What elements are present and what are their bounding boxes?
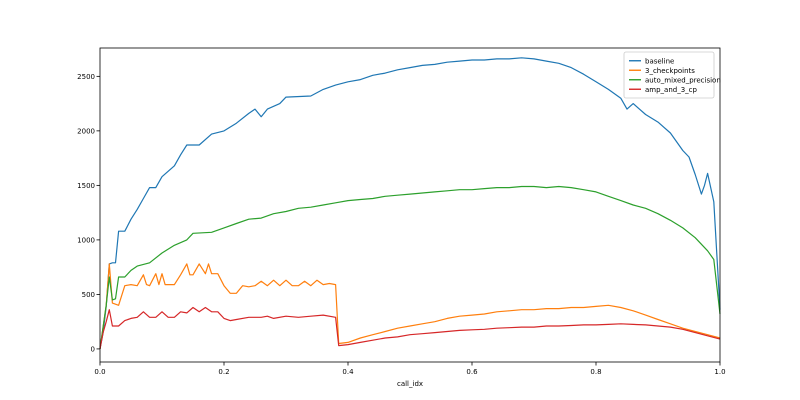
x-tick-label: 0.8 xyxy=(590,368,601,376)
plot-frame xyxy=(99,47,721,363)
series-line-3-checkpoints xyxy=(99,263,721,349)
legend: baseline 3_checkpointsauto_mixed_precisio… xyxy=(623,51,721,99)
y-tick-label: 2000 xyxy=(77,127,95,135)
legend-entry-label: amp_and_3_cp xyxy=(645,86,698,94)
plot-series xyxy=(99,57,721,350)
legend-entry-label: auto_mixed_precision xyxy=(645,76,721,84)
x-tick-label: 0.2 xyxy=(218,368,229,376)
x-tick-label: 1.0 xyxy=(714,368,725,376)
x-axis-label: call_idx xyxy=(397,380,423,388)
y-tick-label: 0 xyxy=(91,345,95,353)
series-line-auto-mixed-precision xyxy=(99,185,721,349)
y-tick-label: 1000 xyxy=(77,236,95,244)
x-tick-label: 0.0 xyxy=(94,368,105,376)
legend-frame xyxy=(623,51,715,99)
x-axis-ticks: 0.0 0.2 0.4 0.6 0.8 1.0 xyxy=(94,362,726,376)
y-axis-ticks: 0 500 1000 1500 2000 2500 xyxy=(77,73,100,353)
x-tick-label: 0.6 xyxy=(466,368,478,376)
legend-entry-label: 3_checkpoints xyxy=(645,67,695,75)
series-line-baseline xyxy=(99,57,721,350)
y-tick-label: 500 xyxy=(82,291,95,299)
legend-entry-label: baseline xyxy=(645,57,674,65)
series-line-amp-and-3-cp xyxy=(99,306,721,350)
x-tick-label: 0.4 xyxy=(342,368,354,376)
y-tick-label: 2500 xyxy=(77,73,95,81)
y-tick-label: 1500 xyxy=(77,182,95,190)
